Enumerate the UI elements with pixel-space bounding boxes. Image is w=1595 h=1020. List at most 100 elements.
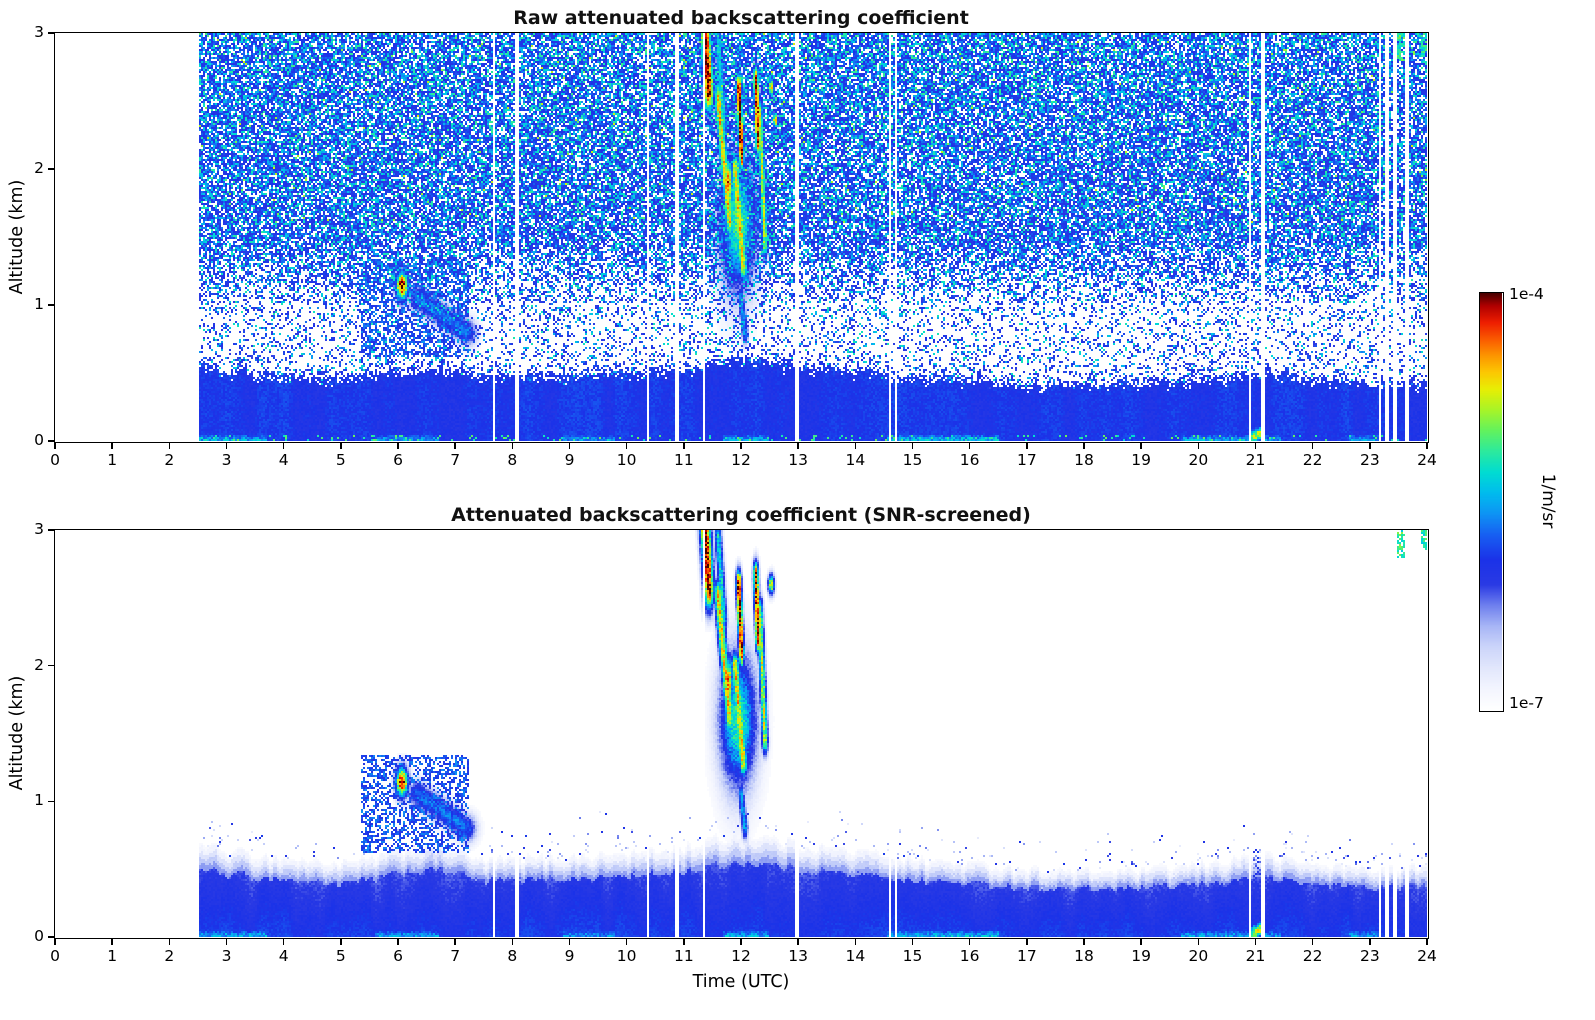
x-tick bbox=[625, 938, 628, 945]
x-tick-label: 15 bbox=[902, 451, 923, 469]
x-tick bbox=[54, 442, 56, 449]
x-tick-label: 12 bbox=[731, 947, 751, 965]
y-tick bbox=[47, 168, 54, 170]
x-tick-label: 21 bbox=[1245, 451, 1266, 469]
y-tick-label: 0 bbox=[34, 927, 44, 945]
x-tick bbox=[797, 938, 799, 945]
x-tick bbox=[1140, 938, 1142, 945]
x-tick-label: 4 bbox=[278, 451, 289, 469]
y-tick-label: 2 bbox=[34, 655, 44, 674]
x-tick-label: 0 bbox=[50, 451, 60, 469]
x-tick bbox=[854, 442, 857, 449]
screened-panel-title: Attenuated backscattering coefficient (S… bbox=[451, 504, 1031, 526]
x-tick bbox=[911, 938, 914, 945]
x-tick-label: 21 bbox=[1245, 947, 1266, 965]
x-tick-label: 7 bbox=[450, 451, 461, 469]
x-tick bbox=[968, 938, 971, 945]
x-tick bbox=[1254, 938, 1257, 945]
y-tick-label: 3 bbox=[34, 520, 44, 538]
x-tick bbox=[111, 442, 113, 449]
x-tick-label: 1 bbox=[107, 451, 118, 469]
x-tick-label: 13 bbox=[788, 451, 809, 469]
y-tick bbox=[47, 936, 54, 938]
x-tick bbox=[568, 938, 571, 945]
x-tick-label: 2 bbox=[164, 947, 175, 965]
x-tick-label: 15 bbox=[902, 947, 923, 965]
x-tick-label: 19 bbox=[1131, 947, 1152, 965]
x-tick bbox=[1369, 938, 1371, 945]
raw-panel-title: Raw attenuated backscattering coefficien… bbox=[513, 7, 969, 29]
x-tick-label: 20 bbox=[1188, 451, 1209, 469]
x-tick bbox=[1026, 442, 1028, 449]
x-tick-label: 22 bbox=[1302, 947, 1323, 965]
screened-heatmap bbox=[55, 530, 1427, 937]
x-tick-label: 17 bbox=[1016, 947, 1037, 965]
y-tick bbox=[47, 800, 54, 803]
x-tick bbox=[111, 938, 113, 945]
x-tick bbox=[625, 442, 628, 449]
x-tick bbox=[511, 938, 514, 945]
x-tick-label: 6 bbox=[393, 947, 403, 965]
x-tick-label: 17 bbox=[1016, 451, 1037, 469]
x-tick bbox=[397, 938, 399, 945]
x-tick-label: 20 bbox=[1188, 947, 1209, 965]
x-tick-label: 4 bbox=[278, 947, 289, 965]
x-tick-label: 1 bbox=[107, 947, 118, 965]
x-tick bbox=[397, 442, 399, 449]
x-tick bbox=[568, 442, 571, 449]
y-tick bbox=[47, 529, 54, 531]
x-tick-label: 14 bbox=[845, 451, 866, 469]
raw-y-axis-label: Altitude (km) bbox=[7, 179, 27, 295]
x-tick bbox=[1197, 442, 1200, 449]
x-tick-label: 9 bbox=[564, 947, 575, 965]
x-tick bbox=[1426, 938, 1428, 945]
x-tick-label: 13 bbox=[788, 947, 809, 965]
y-tick-label: 3 bbox=[34, 23, 44, 41]
x-tick bbox=[168, 442, 171, 449]
x-tick-label: 3 bbox=[221, 451, 232, 469]
colorbar-max-label: 1e-4 bbox=[1509, 285, 1544, 303]
x-tick bbox=[1083, 442, 1085, 449]
x-tick bbox=[1026, 938, 1028, 945]
x-tick-label: 12 bbox=[731, 451, 751, 469]
colorbar-min-label: 1e-7 bbox=[1509, 694, 1544, 712]
x-tick-label: 18 bbox=[1074, 947, 1094, 965]
x-tick bbox=[740, 938, 742, 945]
x-tick-label: 18 bbox=[1074, 451, 1094, 469]
x-tick bbox=[282, 938, 285, 945]
x-tick bbox=[454, 938, 456, 945]
x-tick-label: 24 bbox=[1417, 451, 1437, 469]
y-tick-label: 0 bbox=[34, 431, 44, 449]
x-tick bbox=[1369, 442, 1371, 449]
x-tick bbox=[1254, 442, 1257, 449]
y-tick-label: 2 bbox=[34, 159, 44, 177]
raw-heatmap bbox=[55, 33, 1427, 441]
x-tick-label: 5 bbox=[335, 451, 346, 469]
x-tick bbox=[1197, 938, 1200, 945]
x-tick-label: 7 bbox=[450, 947, 461, 965]
y-tick bbox=[47, 32, 54, 34]
x-tick bbox=[797, 442, 799, 449]
x-tick-label: 16 bbox=[959, 947, 980, 965]
x-tick bbox=[511, 442, 514, 449]
x-tick bbox=[1140, 442, 1142, 449]
x-tick bbox=[54, 938, 56, 945]
x-tick bbox=[1311, 938, 1314, 945]
x-tick bbox=[683, 938, 685, 945]
x-tick-label: 10 bbox=[616, 947, 637, 965]
y-tick bbox=[47, 440, 54, 442]
x-tick-label: 23 bbox=[1359, 451, 1380, 469]
x-tick bbox=[282, 442, 285, 449]
x-tick bbox=[454, 442, 456, 449]
x-tick-label: 2 bbox=[164, 451, 175, 469]
x-tick-label: 8 bbox=[507, 451, 518, 469]
x-tick-label: 19 bbox=[1131, 451, 1152, 469]
x-tick bbox=[225, 938, 228, 945]
y-tick-label: 1 bbox=[34, 791, 44, 810]
y-tick bbox=[47, 664, 54, 667]
x-tick-label: 14 bbox=[845, 947, 866, 965]
x-tick-label: 11 bbox=[673, 451, 694, 469]
x-tick-label: 5 bbox=[335, 947, 346, 965]
x-tick bbox=[740, 442, 742, 449]
